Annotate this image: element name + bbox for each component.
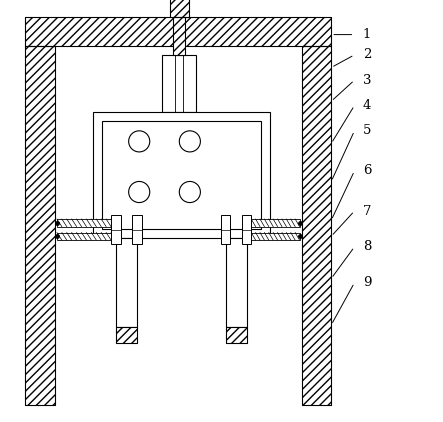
- Bar: [57, 219, 116, 227]
- Text: 8: 8: [363, 241, 371, 253]
- Bar: [25, 17, 331, 46]
- Text: 6: 6: [363, 165, 371, 177]
- Text: 7: 7: [363, 205, 371, 217]
- Bar: [25, 17, 331, 46]
- Bar: [116, 327, 137, 343]
- Bar: [226, 327, 247, 343]
- Bar: [247, 219, 299, 227]
- Text: 3: 3: [363, 74, 371, 87]
- Bar: [93, 112, 270, 238]
- Bar: [25, 46, 55, 405]
- Bar: [226, 327, 247, 343]
- Bar: [111, 215, 120, 244]
- Bar: [302, 46, 331, 405]
- Text: 5: 5: [363, 124, 371, 137]
- Bar: [116, 327, 137, 343]
- Bar: [25, 46, 55, 405]
- Bar: [302, 46, 331, 405]
- Bar: [25, 46, 55, 405]
- Text: 4: 4: [363, 99, 371, 112]
- Bar: [226, 238, 247, 327]
- Bar: [25, 17, 331, 46]
- Bar: [116, 327, 137, 343]
- Bar: [242, 215, 252, 244]
- Bar: [132, 215, 142, 244]
- Bar: [247, 233, 299, 240]
- Text: 2: 2: [363, 49, 371, 61]
- Text: 9: 9: [363, 276, 371, 289]
- Bar: [226, 327, 247, 343]
- Bar: [163, 55, 196, 112]
- Bar: [173, 17, 185, 55]
- Bar: [170, 0, 189, 17]
- Text: 1: 1: [363, 28, 371, 41]
- Bar: [170, 0, 189, 17]
- Bar: [302, 46, 331, 405]
- Bar: [173, 17, 185, 55]
- Bar: [116, 238, 137, 327]
- Bar: [170, 0, 189, 17]
- Bar: [221, 215, 230, 244]
- Bar: [57, 233, 116, 240]
- Bar: [173, 17, 185, 55]
- Bar: [102, 121, 261, 229]
